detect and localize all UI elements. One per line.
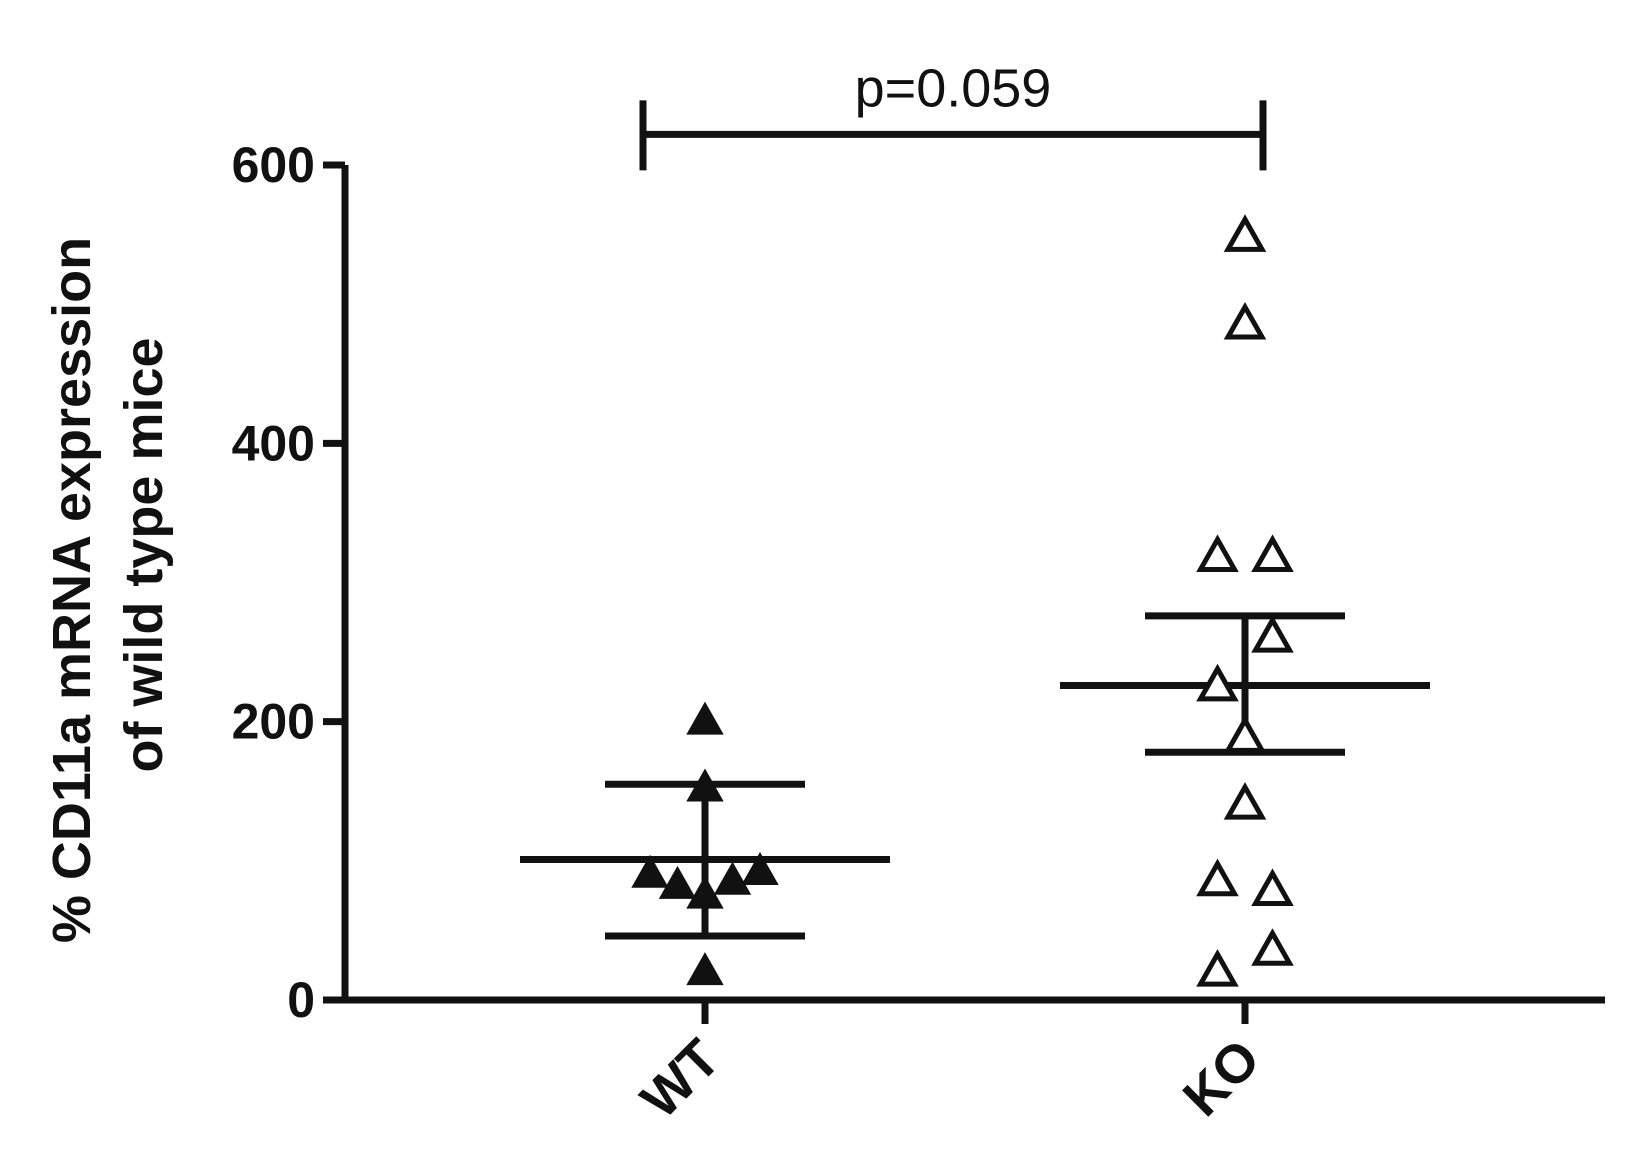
- data-series: [520, 214, 1430, 987]
- significance-annotation: p=0.059: [639, 58, 1267, 171]
- y-tick-label: 0: [287, 972, 315, 1028]
- data-point: [631, 854, 669, 888]
- y-axis-label: % CD11a mRNA expression of wild type mic…: [42, 237, 174, 943]
- y-axis-label-line-1: % CD11a mRNA expression: [42, 237, 102, 943]
- series-ko: [1060, 214, 1430, 987]
- data-point: [713, 861, 752, 895]
- data-point: [1223, 301, 1267, 340]
- y-axis-ticks: 0 200 400 600: [232, 137, 345, 1028]
- x-tick-label: WT: [630, 1028, 732, 1130]
- data-point: [658, 865, 697, 899]
- data-point: [686, 768, 724, 802]
- data-point: [1223, 782, 1267, 820]
- p-value-label: p=0.059: [855, 58, 1052, 118]
- data-point: [686, 701, 724, 735]
- data-point: [686, 952, 724, 986]
- y-axis-label-line-2: of wild type mice: [114, 337, 174, 772]
- data-point: [1196, 663, 1239, 702]
- y-tick-label: 400: [232, 415, 315, 471]
- data-point: [1251, 868, 1294, 906]
- y-tick-label: 600: [232, 137, 315, 193]
- data-point: [1223, 214, 1267, 252]
- data-point: [1223, 715, 1267, 753]
- series-wt: [520, 701, 890, 986]
- data-point: [1196, 858, 1239, 897]
- axes: [341, 165, 1605, 1004]
- x-axis-ticks: WT KO: [630, 1000, 1272, 1130]
- data-point: [1251, 534, 1294, 572]
- data-point: [1196, 534, 1239, 572]
- data-point: [1251, 928, 1294, 966]
- x-tick-label: KO: [1172, 1028, 1272, 1128]
- y-tick-label: 200: [232, 694, 315, 750]
- data-point: [1196, 949, 1239, 987]
- data-point: [1251, 615, 1294, 653]
- data-point: [686, 875, 724, 909]
- data-point: [741, 851, 779, 885]
